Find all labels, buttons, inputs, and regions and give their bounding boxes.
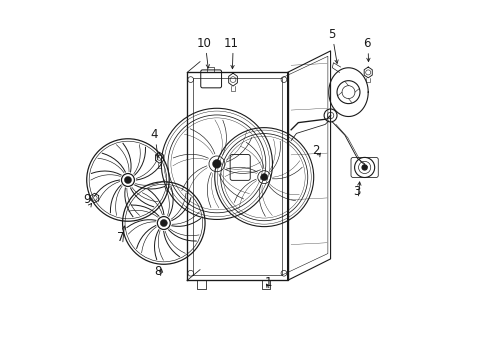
Text: 8: 8 [154,265,162,278]
Text: 9: 9 [83,193,91,206]
Text: 6: 6 [362,37,369,50]
Circle shape [362,165,366,170]
Circle shape [212,159,221,168]
Text: 7: 7 [117,231,124,244]
Text: 1: 1 [264,276,272,289]
Text: 11: 11 [224,37,238,50]
Circle shape [124,176,131,184]
Circle shape [260,174,267,181]
Text: 10: 10 [197,37,211,50]
Text: 3: 3 [352,185,359,198]
Text: 5: 5 [327,28,335,41]
Text: 2: 2 [311,144,319,157]
Circle shape [160,220,167,226]
Text: 4: 4 [150,128,158,141]
